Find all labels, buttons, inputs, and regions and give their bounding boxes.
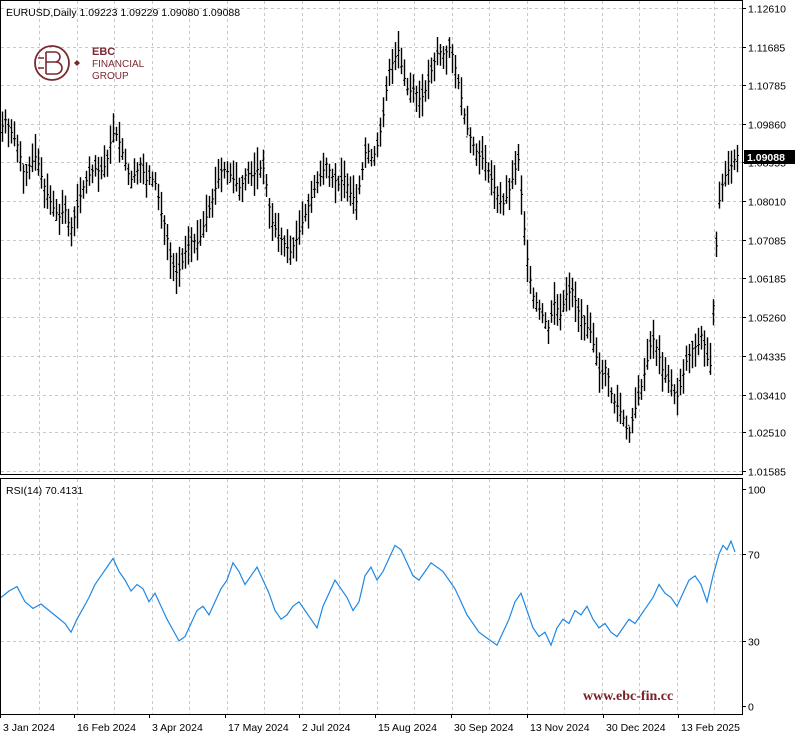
rsi-label: RSI(14) 70.4131: [6, 485, 83, 497]
rsi-panel[interactable]: 100 70 30 0 RSI(14) 70.4131: [0, 478, 766, 715]
price-grid: [1, 1, 742, 474]
last-price-tag: 1.09088: [744, 150, 795, 164]
time-axis-label: 16 Feb 2024: [77, 722, 136, 734]
rsi-panel-frame: [0, 478, 743, 715]
time-axis-label: 3 Apr 2024: [152, 722, 203, 734]
rsi-tick-label: 70: [748, 550, 760, 562]
rsi-tick-label: 30: [748, 637, 760, 649]
time-axis-label: 30 Dec 2024: [606, 722, 666, 734]
price-panel-frame: [0, 0, 743, 475]
time-axis-label: 30 Sep 2024: [454, 722, 514, 734]
time-axis-label: 13 Feb 2025: [681, 722, 740, 734]
price-tick-label: 1.05260: [748, 313, 786, 325]
price-tick-label: 1.07085: [748, 236, 786, 248]
price-tick-label: 1.04335: [748, 352, 786, 364]
time-axis-label: 15 Aug 2024: [378, 722, 437, 734]
ebc-logo-icon: [34, 45, 80, 81]
brand-line2: FINANCIAL: [92, 59, 145, 70]
price-tick-label: 1.01585: [748, 467, 786, 479]
last-price-label: 1.09088: [747, 152, 785, 164]
price-tick-label: 1.12610: [748, 4, 786, 16]
symbol-info: EURUSD,Daily 1.09223 1.09229 1.09080 1.0…: [6, 7, 240, 19]
brand-line3: GROUP: [92, 71, 129, 82]
price-tick-label: 1.11685: [748, 43, 785, 55]
price-tick-label: 1.02510: [748, 428, 786, 440]
price-tick-label: 1.10785: [748, 81, 786, 93]
brand-logo: EBC FINANCIAL GROUP: [34, 45, 145, 82]
price-axis: 1.126101.116851.107851.098601.089551.080…: [742, 4, 786, 479]
price-tick-label: 1.08010: [748, 197, 786, 209]
brand-line1: EBC: [92, 46, 115, 58]
time-axis-label: 3 Jan 2024: [3, 722, 55, 734]
price-panel[interactable]: 1.126101.116851.107851.098601.089551.080…: [0, 0, 796, 479]
rsi-tick-label: 0: [748, 702, 754, 714]
rsi-tick-label: 100: [748, 485, 766, 497]
rsi-line: [0, 539, 736, 647]
time-axis-label: 2 Jul 2024: [302, 722, 351, 734]
rsi-axis: 100 70 30 0: [742, 485, 766, 714]
price-tick-label: 1.06185: [748, 274, 786, 286]
price-bars: [1, 31, 739, 443]
time-axis-label: 17 May 2024: [228, 722, 289, 734]
website-watermark: www.ebc-fin.cc: [583, 689, 673, 704]
price-tick-label: 1.03410: [748, 391, 786, 403]
time-axis: 3 Jan 2024 16 Feb 2024 3 Apr 2024 17 May 20…: [0, 714, 740, 734]
price-tick-label: 1.09860: [748, 120, 786, 132]
time-axis-label: 13 Nov 2024: [530, 722, 590, 734]
